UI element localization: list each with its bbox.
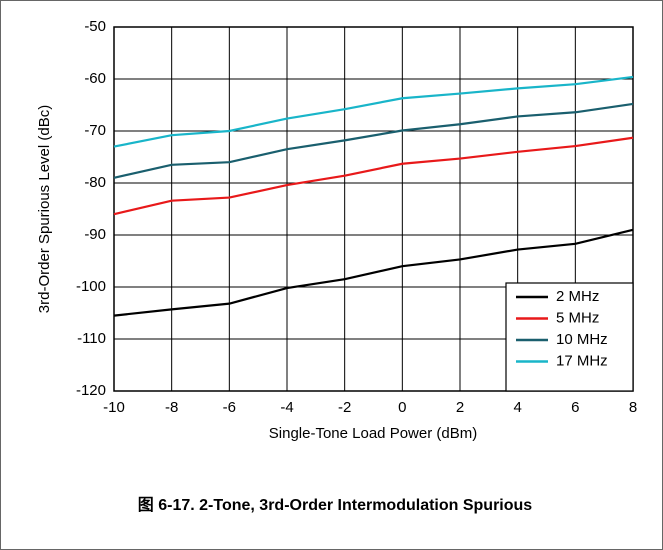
x-tick-label: -6: [223, 399, 236, 416]
x-tick-label: -10: [103, 399, 125, 416]
y-tick-label: -70: [84, 122, 106, 139]
x-axis-label: Single-Tone Load Power (dBm): [269, 425, 477, 442]
y-tick-label: -50: [84, 18, 106, 35]
x-tick-label: -8: [165, 399, 178, 416]
x-tick-label: 6: [571, 399, 579, 416]
series-line: [113, 228, 634, 317]
y-tick-label: -110: [77, 330, 106, 347]
y-tick-label: -100: [76, 278, 106, 295]
plot-border: [113, 26, 634, 392]
x-tick-label: 8: [629, 399, 637, 416]
series-line: [113, 102, 634, 179]
legend-label: 10 MHz: [556, 331, 608, 348]
y-tick-label: -60: [84, 70, 106, 87]
series-line: [113, 75, 634, 148]
x-tick-label: 4: [513, 399, 521, 416]
x-tick-label: 2: [456, 399, 464, 416]
x-tick-label: -2: [338, 399, 351, 416]
legend-label: 17 MHz: [556, 352, 608, 369]
y-tick-label: -90: [84, 226, 106, 243]
legend-box: [505, 282, 634, 392]
legend-label: 2 MHz: [556, 288, 599, 305]
series-line: [113, 136, 634, 216]
caption: 图 6-17. 2-Tone, 3rd-Order Intermodulatio…: [138, 496, 533, 514]
x-tick-label: 0: [398, 399, 406, 416]
y-tick-label: -80: [84, 174, 106, 191]
y-tick-label: -120: [76, 382, 106, 399]
y-axis-label: 3rd-Order Spurious Level (dBc): [36, 105, 53, 313]
legend-label: 5 MHz: [556, 309, 599, 326]
x-tick-label: -4: [280, 399, 293, 416]
